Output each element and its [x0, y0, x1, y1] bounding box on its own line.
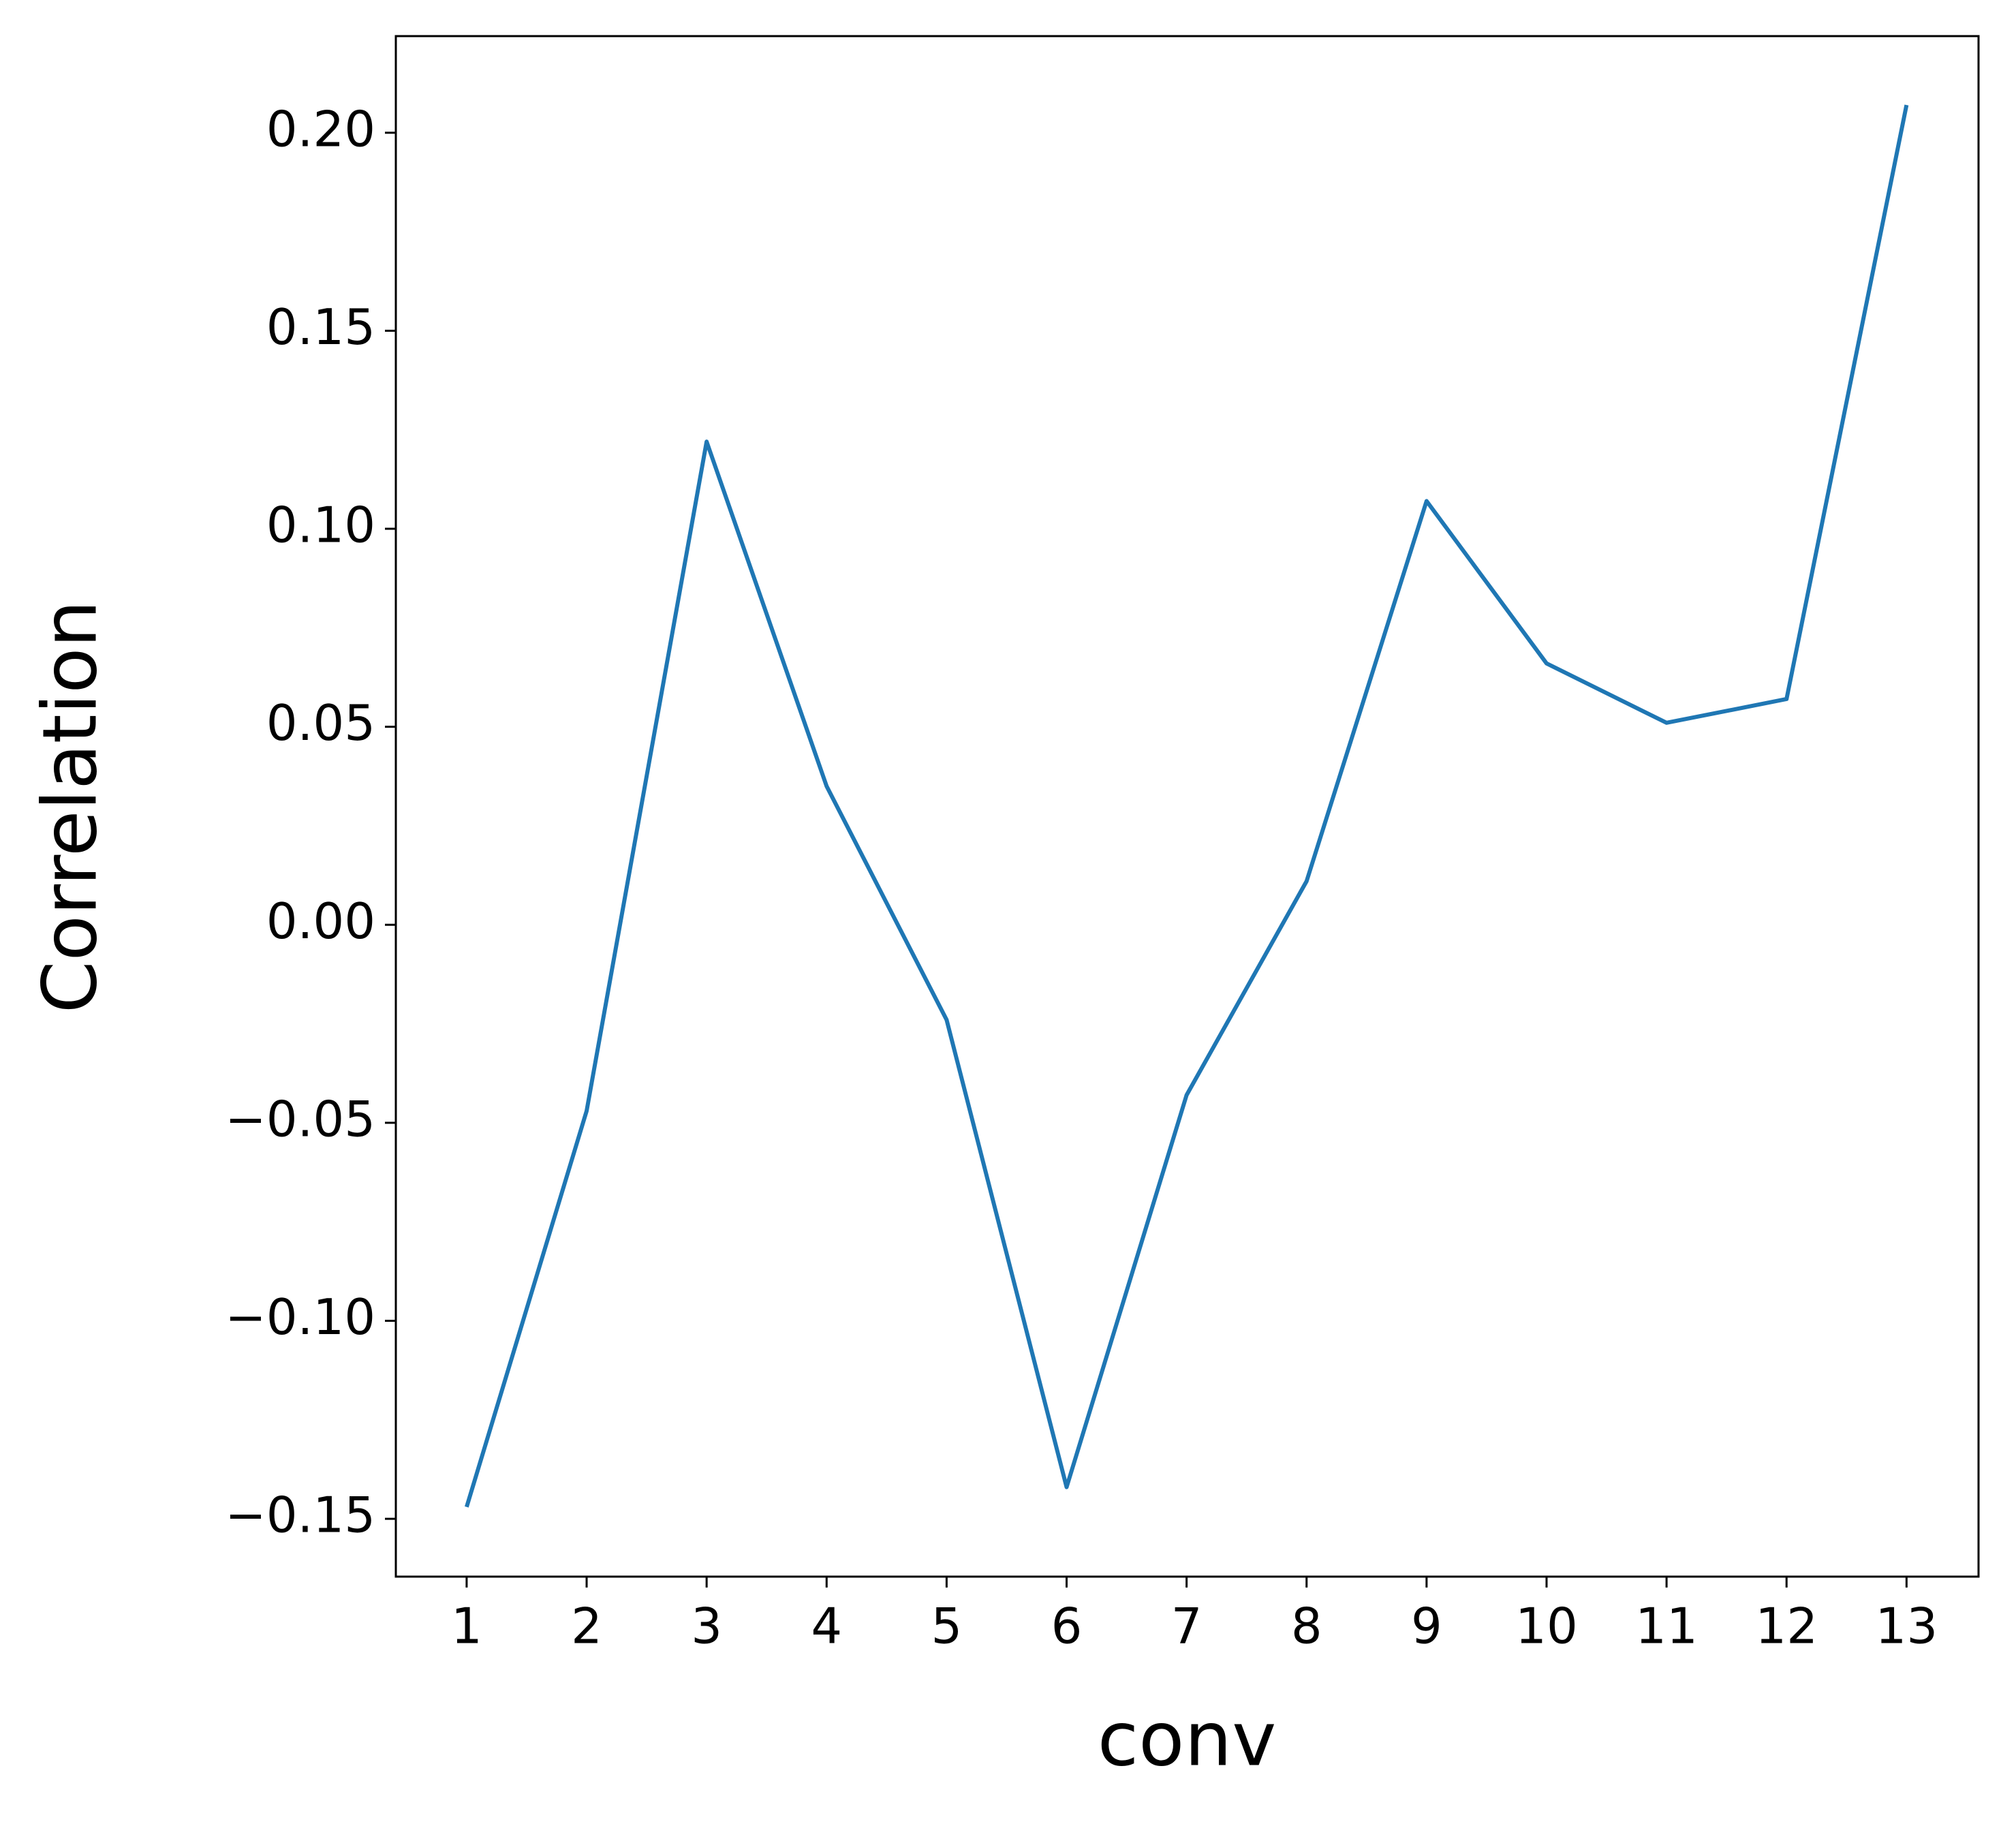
- y-tick-label: 0.05: [266, 694, 375, 752]
- x-tick-label: 12: [1755, 1598, 1818, 1655]
- x-tick-label: 11: [1635, 1598, 1698, 1655]
- y-tick-label: 0.20: [266, 100, 375, 157]
- y-tick-label: −0.15: [225, 1487, 375, 1544]
- plot-frame: [394, 35, 1980, 1578]
- y-tick-label: −0.05: [225, 1090, 375, 1147]
- y-axis-label: Correlation: [26, 600, 113, 1014]
- x-tick-label: 1: [451, 1598, 482, 1655]
- y-tick-label: 0.15: [266, 298, 375, 356]
- x-tick-label: 13: [1876, 1598, 1938, 1655]
- y-tick-label: −0.10: [225, 1288, 375, 1346]
- line: [465, 104, 1909, 1508]
- x-tick-label: 9: [1411, 1598, 1442, 1655]
- x-tick-label: 10: [1515, 1598, 1578, 1655]
- x-tick-label: 2: [571, 1598, 602, 1655]
- y-tick-label: 0.10: [266, 497, 375, 554]
- x-tick-label: 7: [1171, 1598, 1203, 1655]
- y-tick-label: 0.00: [266, 893, 375, 950]
- x-axis-label: conv: [1098, 1695, 1277, 1782]
- x-tick-label: 3: [691, 1598, 722, 1655]
- x-tick-label: 5: [931, 1598, 962, 1655]
- x-tick-label: 4: [811, 1598, 842, 1655]
- x-tick-label: 8: [1291, 1598, 1322, 1655]
- x-tick-label: 6: [1051, 1598, 1083, 1655]
